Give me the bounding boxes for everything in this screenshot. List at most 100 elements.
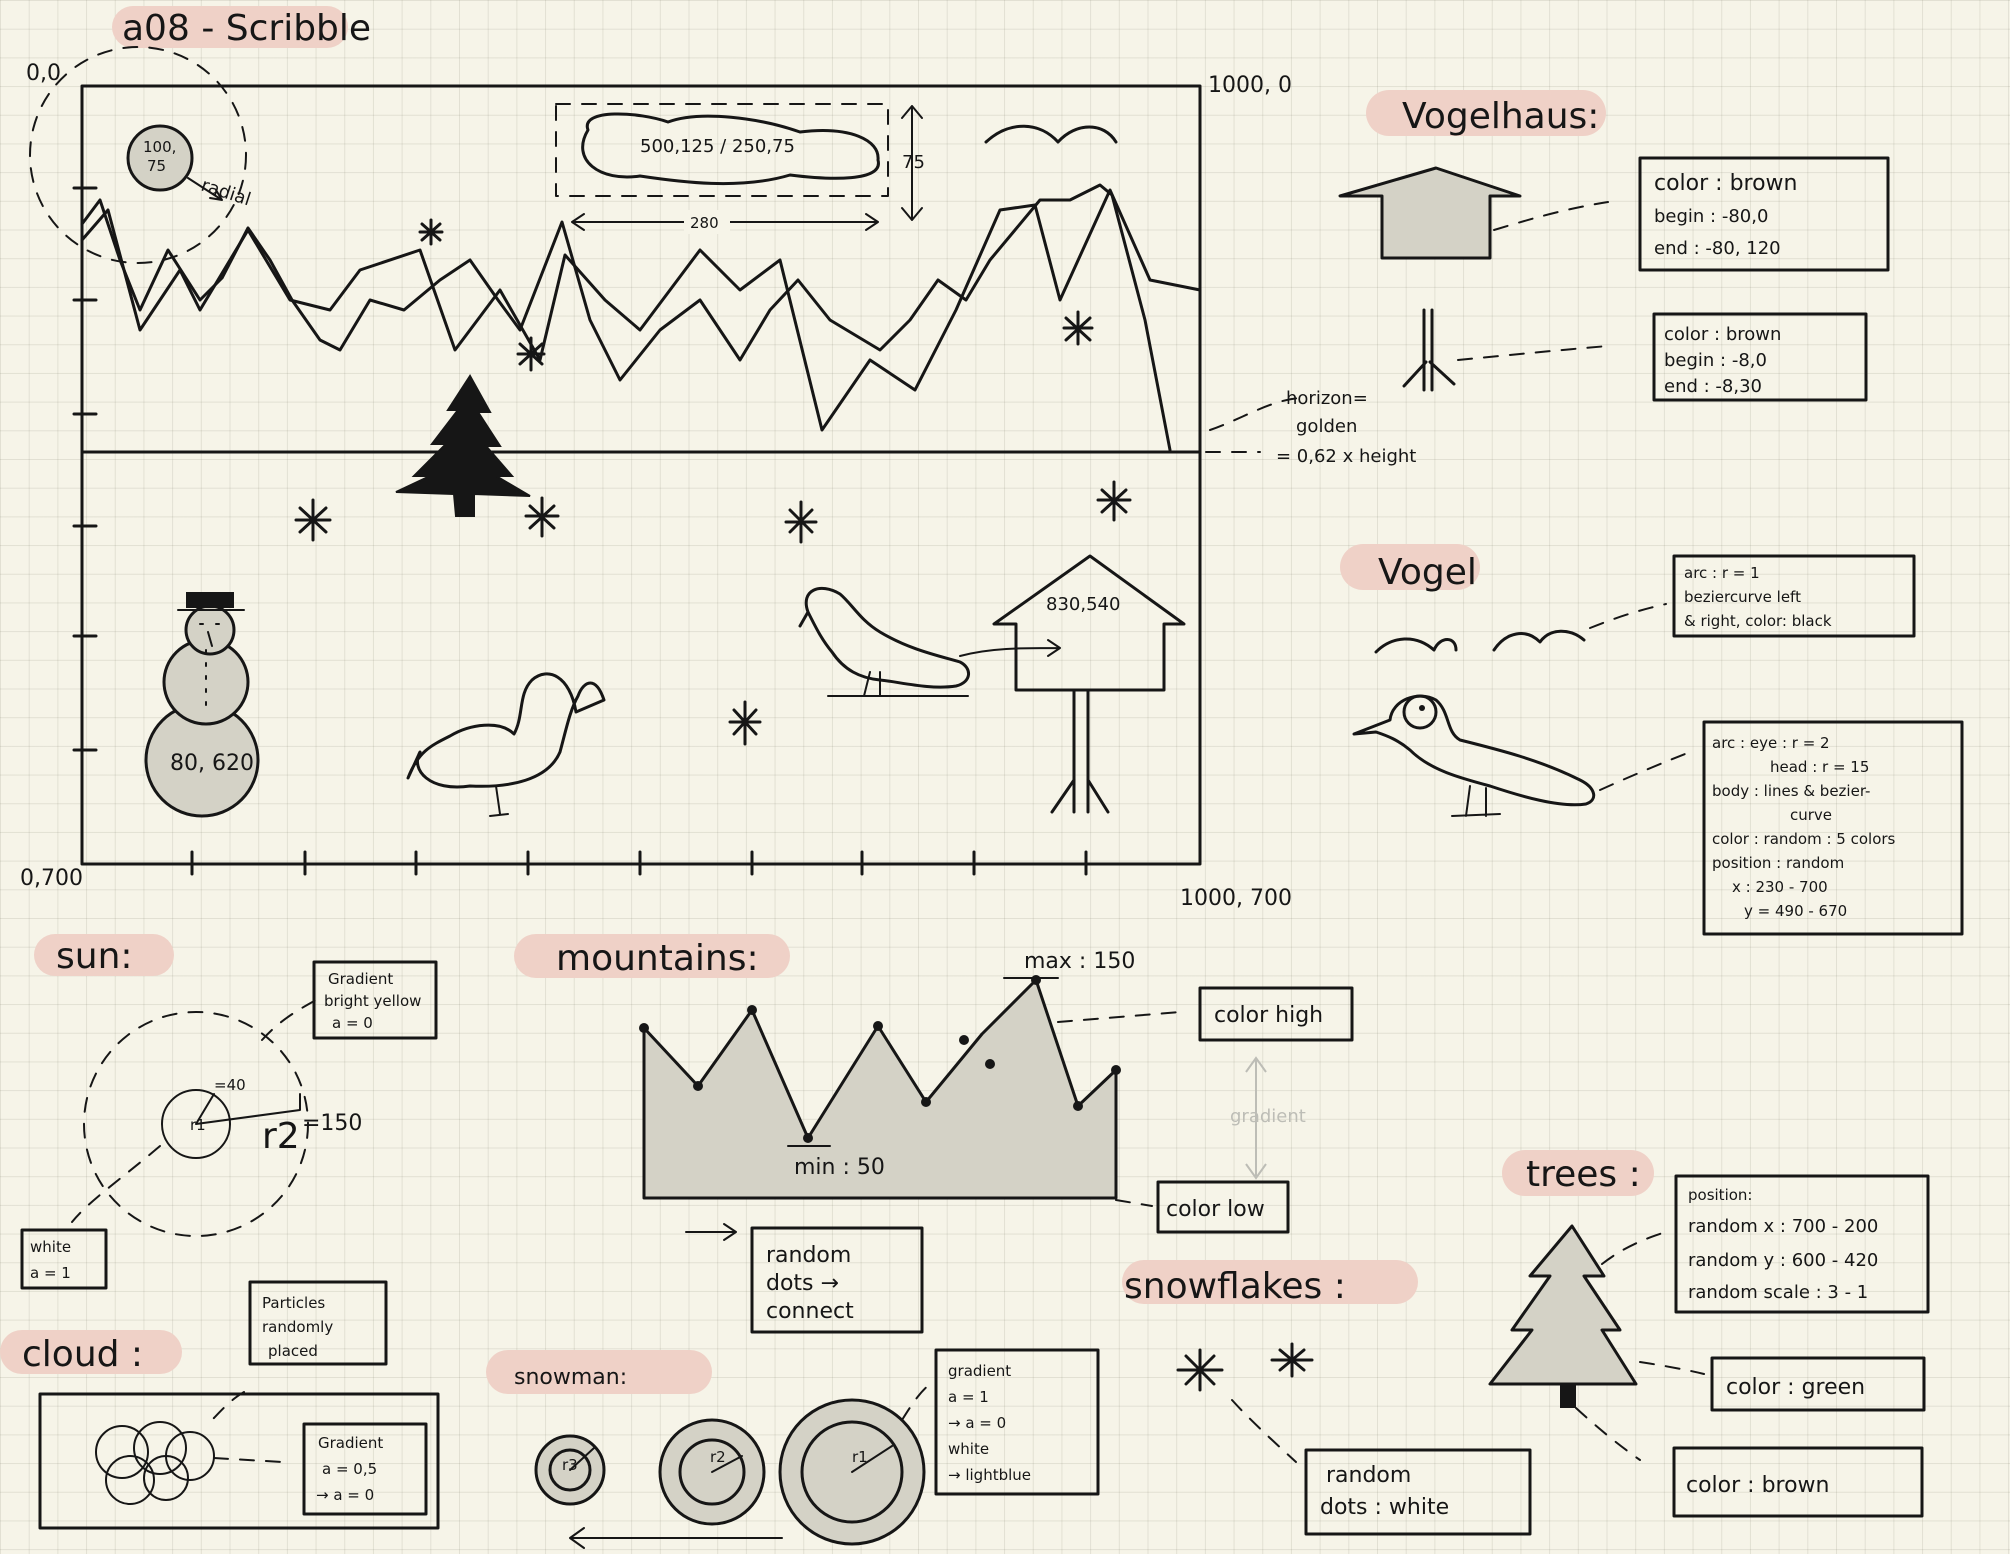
canvas-sun-label-top: 100, [143,138,176,156]
cloud-title: cloud : [22,1334,143,1375]
mountains-dots-note-line-3: connect [766,1299,854,1324]
vogel-bird-head [1402,694,1438,730]
vogel-body-note-line-7: x : 230 - 700 [1732,878,1828,896]
cloud-gradient-note-line-1: Gradient [318,1434,383,1452]
vogel-wing-callout [1589,603,1667,629]
sun-white-callout [71,1145,161,1223]
vogel-wing-sketch-1 [1374,637,1458,654]
canvas-cloud-bbox [555,103,889,197]
sun-outer-circle [83,1011,309,1237]
sun-gradient-note-line-3: a = 0 [332,1014,373,1032]
vogelhaus-pole-note-line-1: color : brown [1664,324,1781,345]
trees-position-note-line-1: position: [1688,1186,1752,1204]
vogel-body-note [1702,720,1964,936]
mountains-title: mountains: [556,938,759,979]
canvas-sky-bird [984,124,1118,144]
canvas-cloud-label: 500,125 / 250,75 [640,136,795,157]
trees-drawing [1488,1224,1638,1386]
cloud-gradient-note-line-3: → a = 0 [316,1486,374,1504]
mountains-min-max-marks [787,977,1059,1147]
sun-gradient-note-line-2: bright yellow [324,992,421,1010]
page-title: a08 - Scribble [112,6,371,49]
corner-label-bottom-left: 0,700 [20,866,83,891]
snowman-gradient-note [934,1348,1100,1496]
trees-position-callout [1601,1231,1667,1265]
section-cloud: cloud : Particles randomly placed Gradie… [0,1280,440,1530]
snowman-r2: r2 [710,1448,726,1466]
mountains-gradient-arrow [1245,1056,1267,1180]
mountain-ridge-front [80,183,1172,452]
section-snowman: snowman: r3 r2 r1 gradient a = 1 → a = 0… [486,1348,1100,1549]
vogelhaus-pole-note [1652,312,1868,402]
vogelhaus-roof-note-line-1: color : brown [1654,171,1798,196]
vogel-body-note-line-5: color : random : 5 colors [1712,830,1896,848]
vogel-wing-note-line-2: beziercurve left [1684,588,1801,606]
snowman-medium-ball: r2 [658,1418,766,1526]
page-title-text: a08 - Scribble [122,8,371,49]
sun-white-note-line-1: white [30,1238,71,1256]
canvas-sun [126,124,194,192]
mountains-low-callout [1115,1199,1153,1207]
section-vogel: Vogel arc : r = 1 beziercurve left & rig… [1340,544,1964,936]
corner-label-top-right: 1000, 0 [1208,73,1292,98]
snowman-arrow [569,1527,783,1549]
snowman-gradient-note-line-4: white [948,1440,989,1458]
horizon-label-2: golden [1296,416,1357,437]
mountains-points [639,975,1121,1143]
sun-r2-label: r2 [262,1116,300,1157]
canvas-snowflakes [294,218,1132,746]
canvas-snowman-head [184,604,236,656]
cloud-gradient-callout [213,1457,283,1463]
vogelhaus-pole-note-line-3: end : -8,30 [1664,376,1762,397]
snowflakes-note-line-2: dots : white [1320,1495,1449,1520]
canvas-birdhouse-arrow [959,639,1061,657]
snowflake-2 [1270,1342,1314,1378]
sun-white-note-line-2: a = 1 [30,1264,71,1282]
canvas-sun-radial-label: radial [198,175,253,211]
canvas-snowman-hat [186,592,234,608]
trees-position-note [1674,1174,1930,1314]
cloud-height-label: 75 [902,152,925,173]
vogel-title: Vogel [1378,552,1477,593]
trees-brown-callout [1575,1407,1641,1461]
trees-green-callout [1639,1361,1705,1375]
snowflakes-note-line-1: random [1326,1463,1411,1488]
mountain-ridge-back [80,188,1202,432]
snowman-large-ball: r1 [778,1398,926,1546]
cloud-height-arrow [901,105,923,221]
trees-color-brown-note [1672,1446,1924,1518]
canvas-snowman-face [177,609,245,647]
vogel-body-callout [1599,751,1691,791]
vogel-wing-note-line-1: arc : r = 1 [1684,564,1760,582]
snowflakes-note [1304,1448,1532,1536]
trees-color-green: color : green [1726,1375,1865,1400]
snowman-r3-small: r3 [562,1456,578,1474]
mountains-gradient: gradient [1230,1106,1306,1127]
snowman-gradient-note-line-2: a = 1 [948,1388,989,1406]
snowflakes-callout [1231,1399,1297,1463]
canvas-snowman-label: 80, 620 [170,751,254,776]
canvas-bird-legs [489,785,509,817]
sun-gradient-note-line-1: Gradient [328,970,393,988]
snowman-small-ball: r3 [534,1434,606,1506]
snowflake-1 [1176,1348,1224,1392]
mountains-dots-note-line-2: dots → [766,1271,839,1296]
corner-label-top-left: 0,0 [26,61,61,86]
vogel-body-note-line-3: body : lines & bezier- [1712,782,1870,800]
trees-position-note-line-2: random x : 700 - 200 [1688,1216,1878,1237]
section-trees: trees : position: random x : 700 - 200 r… [1488,1150,1930,1518]
trees-color-brown: color : brown [1686,1473,1830,1498]
vogelhaus-pole-drawing [1402,308,1456,392]
mountains-min-label: min : 50 [794,1155,885,1180]
vogel-body-note-line-2: head : r = 15 [1770,758,1869,776]
vogelhaus-roof-note-line-3: end : -80, 120 [1654,238,1781,259]
mountains-high-callout [1057,1011,1181,1023]
trees-position-note-line-4: random scale : 3 - 1 [1688,1282,1868,1303]
canvas-bird-perch [827,671,969,697]
trees-title: trees : [1526,1154,1641,1195]
sun-r2-value: =150 [302,1111,362,1136]
vogel-bird-eye [1419,705,1425,711]
cloud-particles-callout [209,1391,245,1423]
mountains-color-high: color high [1214,1003,1323,1028]
